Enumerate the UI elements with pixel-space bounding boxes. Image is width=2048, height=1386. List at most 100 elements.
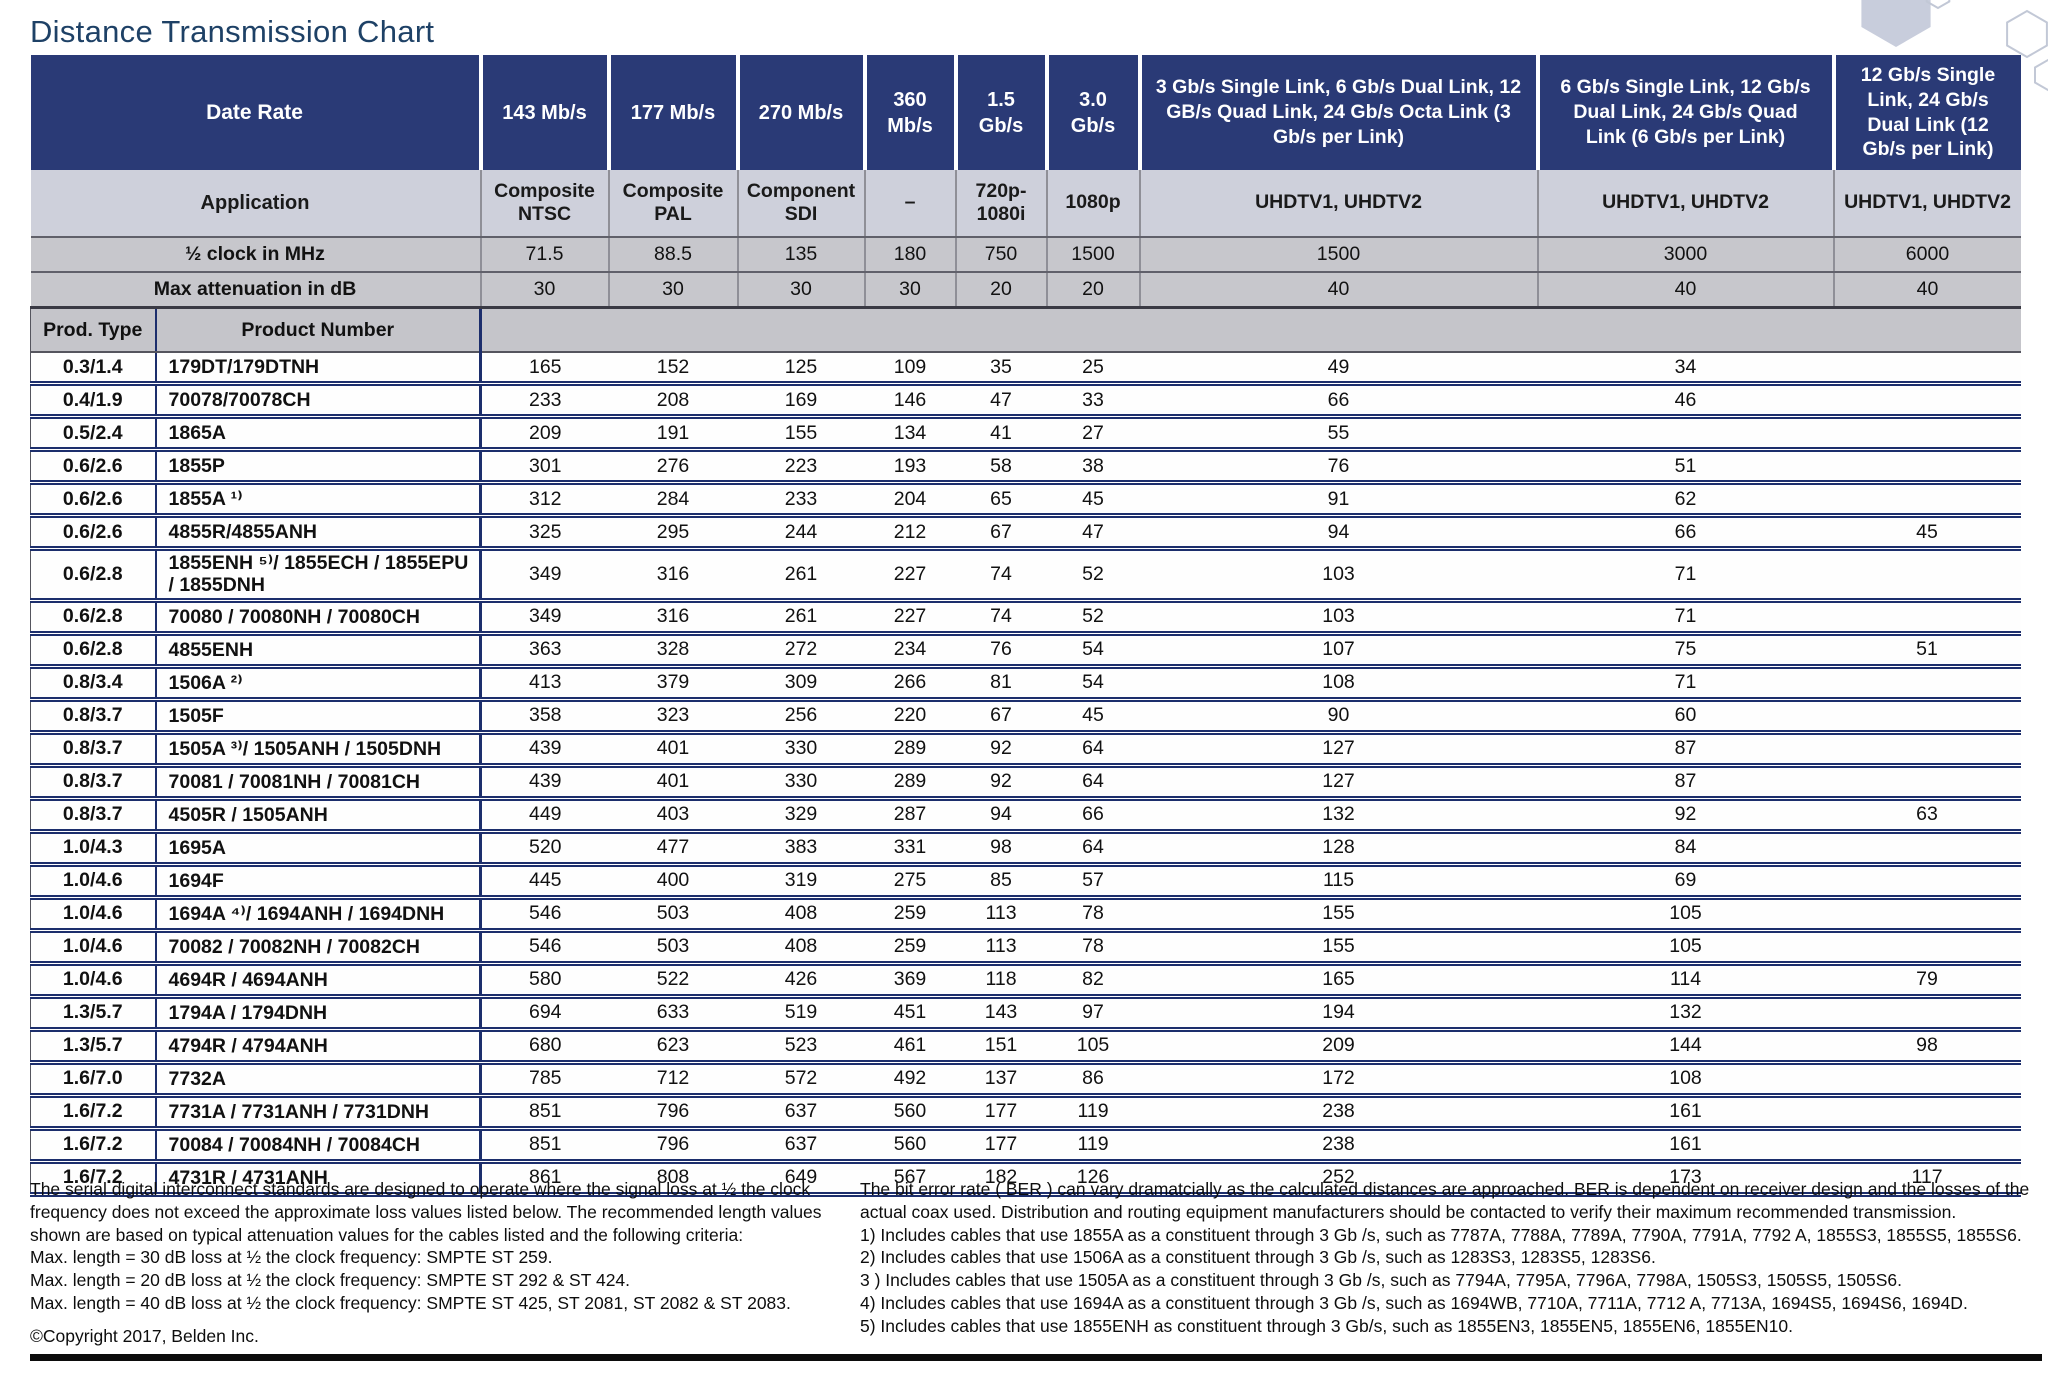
half-clock-cell: 135 [736, 237, 865, 273]
column-header: 1.5 Gb/s [953, 55, 1047, 170]
half-clock-cell: 3000 [1536, 237, 1834, 273]
value-cell: 275 [864, 864, 956, 900]
value-cell: 60 [1537, 699, 1834, 735]
value-cell: 408 [737, 897, 865, 933]
application-header: Application [30, 170, 481, 238]
value-cell: 62 [1537, 482, 1834, 518]
table-row: 0.6/2.6 4855R/4855ANH 325 295 244 212 67 47 94 66… [30, 515, 2021, 551]
value-cell: 712 [608, 1062, 738, 1098]
prod-type-cell: 0.8/3.7 [30, 732, 157, 768]
value-cell: 851 [480, 1095, 609, 1131]
value-cell: 289 [864, 765, 956, 801]
hexagon-pattern-decoration [1858, 0, 2048, 110]
value-cell: 165 [1139, 963, 1538, 999]
table-row: 0.8/3.7 4505R / 1505ANH 449 403 329 287 94 66 13… [30, 798, 2021, 834]
half-clock-cell: 180 [863, 237, 956, 273]
product-number-cell: 4855ENH [155, 633, 482, 669]
value-cell: 379 [608, 666, 738, 702]
value-cell [1833, 1095, 2021, 1131]
value-cell: 284 [608, 482, 738, 518]
value-cell: 572 [737, 1062, 865, 1098]
value-cell: 126 [1046, 1161, 1140, 1197]
value-cell: 45 [1833, 515, 2021, 551]
header-row-application: Application Composite NTSC Composite PAL… [30, 170, 2021, 238]
prod-type-cell: 0.6/2.6 [30, 515, 157, 551]
prod-type-cell: 0.4/1.9 [30, 383, 157, 419]
value-cell: 477 [608, 831, 738, 867]
max-attenuation-header: Max attenuation in dB [30, 272, 481, 309]
value-cell: 330 [737, 765, 865, 801]
value-cell: 323 [608, 699, 738, 735]
value-cell: 401 [608, 732, 738, 768]
value-cell: 119 [1046, 1128, 1140, 1164]
distance-transmission-table: Date Rate 143 Mb/s 177 Mb/s 270 Mb/s 360… [30, 55, 2021, 1197]
table-row: 0.5/2.4 1865A 209 191 155 134 41 27 55 [30, 416, 2021, 452]
value-cell: 649 [737, 1161, 865, 1197]
value-cell: 223 [737, 449, 865, 485]
value-cell: 173 [1537, 1161, 1834, 1197]
product-number-cell: 4855R/4855ANH [155, 515, 482, 551]
value-cell: 312 [480, 482, 609, 518]
table-row: 0.8/3.7 1505A ³⁾/ 1505ANH / 1505DNH 439 401… [30, 732, 2021, 768]
max-attenuation-cell: 20 [954, 272, 1047, 309]
value-cell: 45 [1046, 699, 1140, 735]
product-number-cell: 1855ENH ⁵⁾/ 1855ECH / 1855EPU / 1855DNH [155, 548, 482, 603]
value-cell: 785 [480, 1062, 609, 1098]
header-row-max-attenuation: Max attenuation in dB 30 30 30 30 20 20 … [30, 272, 2021, 309]
date-rate-header: Date Rate [30, 55, 481, 170]
value-cell: 79 [1833, 963, 2021, 999]
prod-type-cell: 1.3/5.7 [30, 996, 157, 1032]
value-cell: 74 [955, 600, 1047, 636]
table-row: 0.6/2.6 1855P 301 276 223 193 58 38 76 51 [30, 449, 2021, 485]
footnote-note-5: 5) Includes cables that use 1855ENH as c… [860, 1315, 1793, 1336]
value-cell: 75 [1537, 633, 1834, 669]
value-cell: 633 [608, 996, 738, 1032]
table-row: 1.3/5.7 1794A / 1794DNH 694 633 519 451 143 97 1… [30, 996, 2021, 1032]
value-cell: 169 [737, 383, 865, 419]
footnote-ber-paragraph: The bit error rate ( BER ) can vary dram… [860, 1179, 2030, 1222]
product-number-cell: 1855P [155, 449, 482, 485]
value-cell: 182 [955, 1161, 1047, 1197]
value-cell: 233 [737, 482, 865, 518]
value-cell: 27 [1046, 416, 1140, 452]
value-cell: 413 [480, 666, 609, 702]
max-attenuation-cell: 30 [736, 272, 865, 309]
value-cell [1833, 699, 2021, 735]
product-header-spacer [480, 307, 2021, 353]
value-cell: 256 [737, 699, 865, 735]
prod-type-cell: 1.0/4.6 [30, 864, 157, 900]
value-cell: 172 [1139, 1062, 1538, 1098]
product-number-cell: 4505R / 1505ANH [155, 798, 482, 834]
value-cell: 137 [955, 1062, 1047, 1098]
value-cell: 69 [1537, 864, 1834, 900]
value-cell: 363 [480, 633, 609, 669]
table-row: 0.6/2.8 70080 / 70080NH / 70080CH 349 316 26… [30, 600, 2021, 636]
prod-type-cell: 0.5/2.4 [30, 416, 157, 452]
value-cell: 383 [737, 831, 865, 867]
value-cell: 309 [737, 666, 865, 702]
value-cell: 144 [1537, 1029, 1834, 1065]
product-number-cell: 1695A [155, 831, 482, 867]
value-cell [1833, 930, 2021, 966]
product-number-cell: 179DT/179DTNH [155, 352, 482, 386]
value-cell: 94 [1139, 515, 1538, 551]
footnote-max-length-40db: Max. length = 40 dB loss at ½ the clock … [30, 1292, 791, 1313]
value-cell: 66 [1139, 383, 1538, 419]
product-number-cell: 1505F [155, 699, 482, 735]
value-cell: 65 [955, 482, 1047, 518]
value-cell: 113 [955, 897, 1047, 933]
table-row: 0.3/1.4 179DT/179DTNH 165 152 125 109 35 25 49 34 [30, 352, 2021, 386]
value-cell: 449 [480, 798, 609, 834]
half-clock-cell: 71.5 [479, 237, 609, 273]
value-cell: 227 [864, 548, 956, 603]
value-cell: 84 [1537, 831, 1834, 867]
value-cell: 52 [1046, 600, 1140, 636]
column-header: 360 Mb/s [862, 55, 956, 170]
value-cell: 107 [1139, 633, 1538, 669]
value-cell: 301 [480, 449, 609, 485]
table-row: 1.0/4.3 1695A 520 477 383 331 98 64 128 84 [30, 831, 2021, 867]
prod-type-cell: 0.8/3.7 [30, 765, 157, 801]
value-cell: 35 [955, 352, 1047, 386]
column-header: 270 Mb/s [735, 55, 865, 170]
value-cell: 276 [608, 449, 738, 485]
